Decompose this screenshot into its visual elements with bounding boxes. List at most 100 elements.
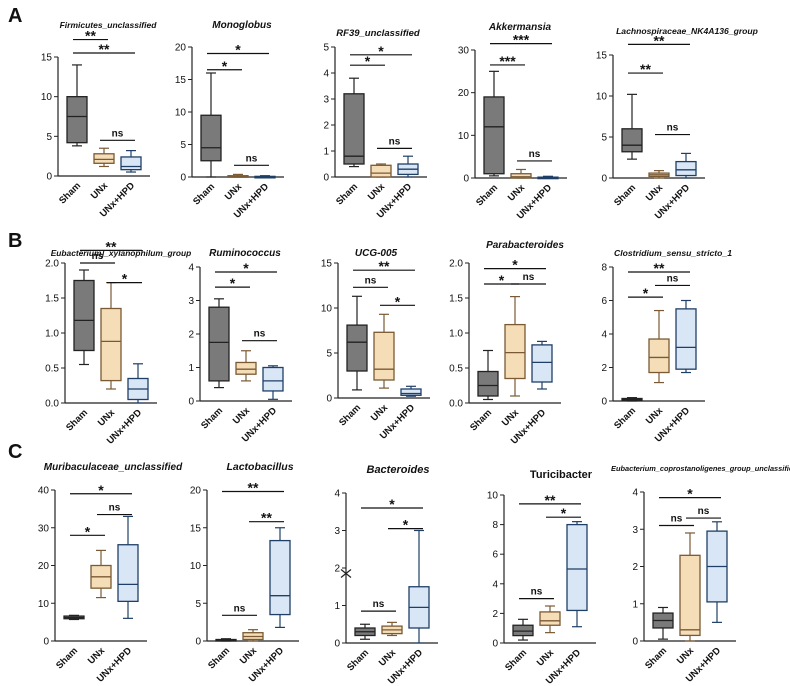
box-sham [343,77,365,168]
significance-label: * [512,257,518,273]
chart-title: Turicibacter [530,469,593,481]
box-sham [200,72,222,178]
significance-label: ns [667,123,679,134]
significance-bracket: ** [73,28,108,44]
significance-bracket: ns [353,275,388,288]
x-tick-label: Sham [612,182,638,208]
y-tick-label: 15 [596,51,608,62]
x-tick-label: UNx [535,647,557,669]
box-sham [73,269,95,366]
x-tick-label: Sham [474,182,500,208]
significance-label: ns [234,603,246,614]
box-iqr [208,306,230,382]
significance-label: ns [373,599,385,610]
significance-label: * [378,43,384,59]
box-iqr [120,156,142,171]
x-tick-label: UNx [644,405,666,427]
significance-bracket: ** [249,510,284,526]
significance-bracket: ns [686,506,721,519]
box-unx [381,621,403,637]
significance-bracket: ** [353,258,415,274]
y-tick-label: 10 [38,599,50,610]
box-unx [227,173,249,178]
significance-label: * [389,496,395,512]
y-tick-label: 15 [41,53,53,64]
y-tick-label: 1.0 [45,329,59,340]
y-tick-label: 10 [596,92,608,103]
significance-label: ns [389,136,401,147]
chart-title: Parabacteroides [486,240,564,251]
significance-label: * [687,486,693,502]
box-unx [648,309,670,384]
y-tick-label: 20 [38,561,50,572]
x-tick-label: UNx [506,182,528,204]
significance-label: ** [106,238,117,254]
x-tick-label: Sham [643,645,669,671]
significance-bracket: * [380,293,415,309]
significance-label: * [365,53,371,69]
y-tick-label: 0 [601,174,607,185]
x-tick-label: Sham [206,645,232,671]
x-tick-label: UNx [369,402,391,424]
y-tick-label: 1 [323,147,329,158]
x-tick-label: Sham [64,407,90,433]
significance-label: * [222,58,228,74]
box-sham [63,614,85,621]
x-tick-label: UNx [231,405,253,427]
box-iqr [235,361,257,375]
y-tick-label: 0 [334,639,340,650]
y-tick-label: 5 [601,133,607,144]
box-iqr [675,160,697,177]
box-iqr [531,344,553,383]
significance-label: ns [246,153,258,164]
significance-bracket: * [484,272,519,288]
y-tick-label: 0 [601,397,607,408]
chart-title: Monoglobus [212,20,272,31]
significance-bracket: ns [659,514,694,527]
chart-title: Firmicutes_unclassified [60,20,158,30]
x-tick-label: UNx [377,647,399,669]
y-tick-label: 5 [326,349,332,360]
y-tick-label: 5 [323,43,329,54]
box-sham [621,397,643,402]
y-tick-label: 5 [195,599,201,610]
significance-bracket: * [388,517,423,533]
x-tick-label: UNx [500,407,522,429]
y-tick-label: 3 [188,296,194,307]
y-tick-label: 0 [326,394,332,405]
significance-bracket: *** [490,53,525,69]
significance-bracket: * [207,42,269,58]
box-iqr [510,173,532,179]
box-iqr [648,338,670,374]
box-sham [346,295,368,391]
x-tick-label: Sham [468,407,494,433]
y-tick-label: 30 [458,46,470,57]
y-tick-label: 2 [601,363,607,374]
significance-bracket: ns [377,136,412,149]
significance-label: ns [92,251,104,262]
box-unx-hpd [537,175,559,180]
box-unx [370,163,392,178]
significance-bracket: * [70,523,105,539]
significance-bracket: ns [80,251,115,264]
y-tick-label: 1 [334,601,340,612]
box-iqr [370,164,392,178]
box-unx-hpd [675,299,697,374]
y-tick-label: 3 [632,525,638,536]
chart-title: UCG-005 [355,248,398,259]
box-iqr [373,331,395,381]
chart-title: Akkermansia [488,22,552,33]
chart-6: Eubacterium]_xylanophilum_group 0.0 0.5 1.0… [45,238,191,446]
box-unx [235,350,257,382]
x-tick-label: UNx [223,181,245,203]
box-unx [93,147,115,168]
y-tick-label: 10 [458,131,470,142]
y-tick-label: 0.5 [45,364,59,375]
